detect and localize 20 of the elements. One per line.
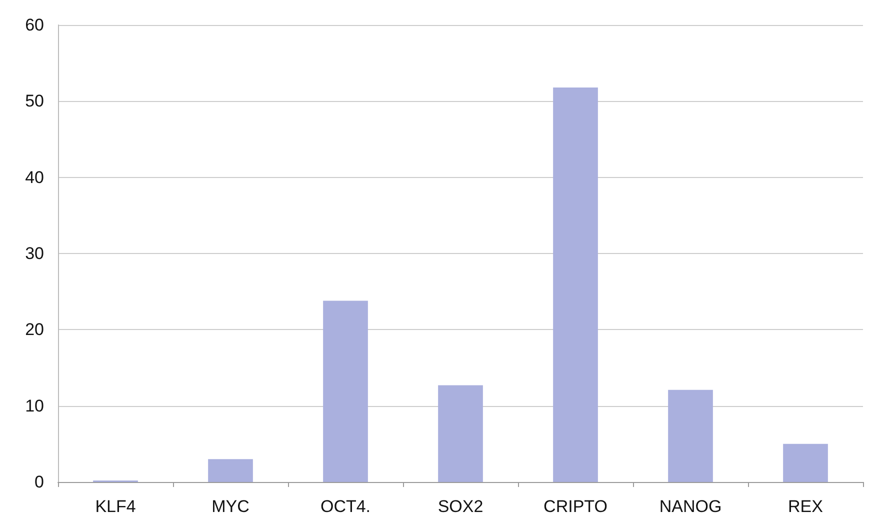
bar	[668, 390, 713, 482]
bar	[323, 300, 368, 482]
x-tick-label: MYC	[212, 497, 250, 516]
y-tick-label: 10	[25, 396, 44, 416]
y-tick-label: 0	[34, 472, 44, 492]
y-tick-label: 60	[25, 16, 44, 34]
bar	[438, 385, 483, 482]
x-tick-label: CRIPTO	[544, 497, 608, 516]
y-tick-label: 20	[25, 320, 44, 340]
y-tick-label: 50	[25, 92, 44, 111]
x-tick-label: NANOG	[659, 497, 722, 516]
x-tick-label: SOX2	[438, 497, 484, 516]
x-tick-label: OCT4.	[320, 497, 371, 516]
x-tick-label: REX	[788, 497, 823, 516]
bar	[783, 444, 828, 482]
y-tick-label: 30	[25, 244, 44, 263]
bar	[553, 87, 598, 482]
x-tick-label: KLF4	[95, 497, 136, 516]
bar	[208, 459, 253, 482]
y-tick-label: 40	[25, 168, 44, 187]
